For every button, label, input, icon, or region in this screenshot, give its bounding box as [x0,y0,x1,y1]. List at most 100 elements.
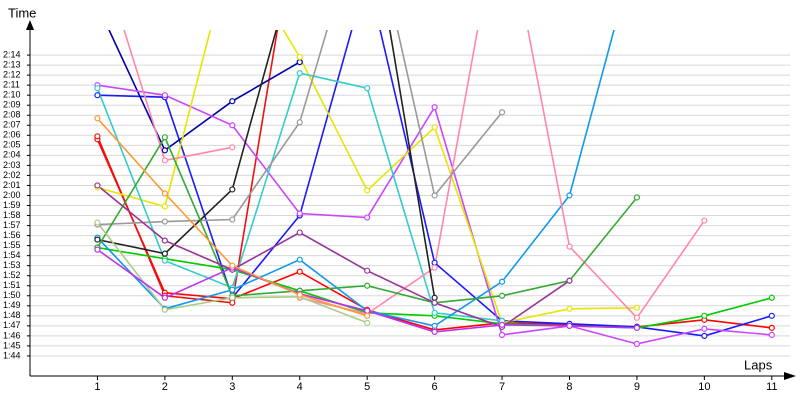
point [161,203,168,210]
point [229,144,236,151]
point [633,340,641,348]
point [364,267,371,274]
y-tick-label: 2:10 [3,90,21,100]
y-tick-label: 1:47 [3,320,21,330]
y-tick-label: 1:54 [3,250,21,260]
point [566,277,573,284]
point [296,291,303,298]
point [94,115,101,122]
point [701,332,708,339]
x-tick-label: 11 [766,381,777,393]
y-tick-label: 1:45 [3,340,21,350]
x-tick-label: 8 [566,381,572,393]
y-tick-label: 2:11 [3,80,20,90]
plot-area [94,30,775,348]
point [633,324,641,331]
point [498,109,506,116]
y-tick-label: 2:12 [3,70,21,80]
point [94,236,101,243]
y-tick-label: 1:59 [3,200,21,210]
point [364,307,371,314]
x-tick-label: 4 [297,381,303,393]
point [768,312,775,319]
y-tick-label: 1:57 [3,220,21,230]
point [498,331,506,338]
y-tick-label: 2:02 [3,170,21,180]
point [431,192,438,199]
y-tick-label: 1:44 [3,350,21,360]
point [701,217,708,224]
point [498,321,506,328]
point [633,314,641,321]
y-tick-label: 1:58 [3,210,21,220]
point [431,264,438,271]
point [161,92,168,99]
y-tick-label: 1:50 [3,290,21,300]
y-tick-label: 1:55 [3,240,21,250]
point [296,256,303,263]
point [296,70,303,77]
x-tick-label: 3 [229,381,235,393]
point [364,214,371,221]
point [431,309,438,316]
y-arrow [26,20,34,30]
point [566,305,573,312]
point [161,190,168,197]
y-tick-label: 2:07 [3,120,21,130]
point [229,98,236,105]
y-tick-label: 2:09 [3,100,21,110]
point [161,134,168,141]
point [633,194,641,201]
point [161,147,168,154]
point [296,119,303,126]
x-tick-label: 7 [499,381,505,393]
point [161,294,168,301]
y-tick-label: 1:52 [3,270,21,280]
y-tick-label: 2:08 [3,110,21,120]
y-tick-label: 2:06 [3,130,21,140]
point [94,182,101,189]
x-axis-label: Laps [744,357,773,372]
point [296,58,303,66]
y-tick-label: 1:53 [3,260,21,270]
y-tick-label: 2:14 [3,49,21,59]
y-tick-label: 2:01 [3,180,21,190]
point [768,324,775,331]
point [364,282,371,289]
point [431,259,438,266]
point [229,286,236,293]
point [229,294,236,301]
point [431,294,438,301]
y-tick-label: 2:04 [3,150,21,160]
point [566,243,573,250]
point [161,218,168,225]
point [566,322,573,329]
y-tick-label: 1:56 [3,230,21,240]
y-tick-label: 1:51 [3,280,21,290]
point [161,157,168,164]
y-tick-label: 1:49 [3,300,21,310]
point [296,229,303,236]
point [768,294,775,301]
series-line [96,184,570,328]
y-tick-label: 2:13 [3,59,21,69]
x-tick-label: 5 [364,381,370,393]
point [364,319,371,326]
point [431,328,438,335]
y-tick-label: 2:05 [3,140,21,150]
point [229,262,236,269]
point [633,304,641,311]
point [431,299,438,306]
point [94,133,101,140]
point [229,186,236,193]
point [229,216,236,223]
x-tick-label: 10 [698,381,710,393]
point [498,278,506,285]
ticks: 1:441:451:461:471:481:491:501:511:521:53… [3,49,778,392]
point [431,322,438,329]
point [431,124,438,131]
x-tick-label: 1 [94,381,100,393]
point [94,219,101,226]
point [296,53,303,61]
